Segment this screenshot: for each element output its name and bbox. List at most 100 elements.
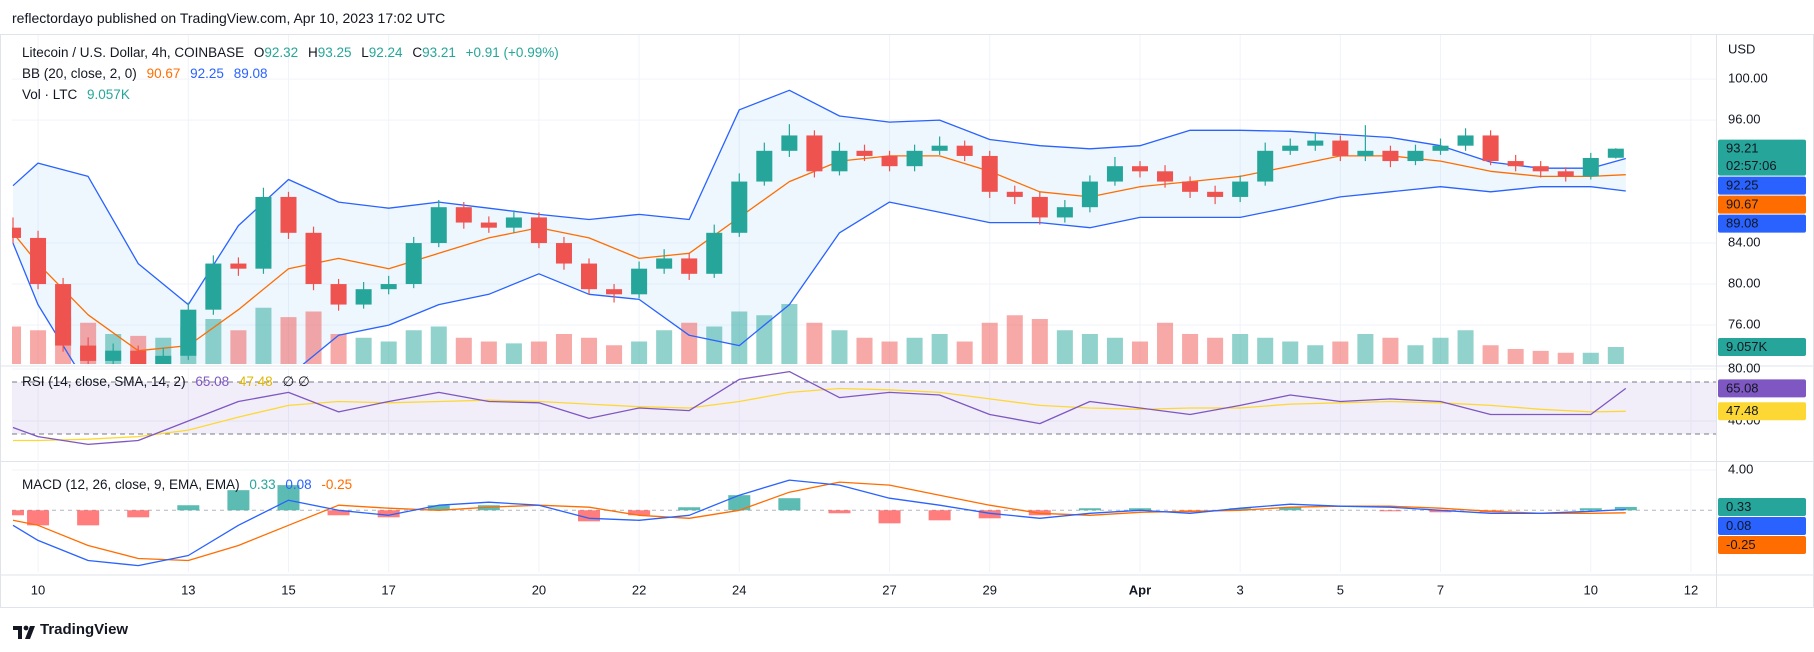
rsi-value: 65.08 [195,374,230,389]
macd-histogram-bar [1078,508,1101,511]
ohlc-value: 93.25 [317,45,352,60]
price-badge-label: 65.08 [1726,380,1759,395]
candle-body [1557,171,1574,177]
volume-bar [1407,345,1424,364]
price-badge [1718,139,1806,176]
macd-histogram-bar [327,510,350,516]
candle-body [1532,166,1549,172]
candle-body [706,232,723,274]
axis-badges: 93.21 02:57:06 92.25 90.67 89.08 9.057K 65.08 4… [1718,139,1806,554]
y-tick-label: 84.00 [1728,234,1761,249]
y-tick-label: 96.00 [1728,112,1761,127]
candle-body [55,284,72,346]
bb-basis-value: 90.67 [146,66,181,81]
macd-histogram-bar [928,510,951,521]
candle-body [1282,145,1299,151]
x-tick-label: 10 [1584,582,1598,597]
macd-histogram-bar [177,505,200,511]
volume-bar [1182,334,1199,364]
macd-histogram-bar [578,510,601,522]
candle-body [380,284,397,290]
bb-title: BB (20, close, 2, 0) [22,66,137,81]
x-tick-label: 12 [1684,582,1698,597]
candle-body [455,207,472,223]
price-change: +0.91 (+0.99%) [465,45,559,60]
macd-histogram-bar [878,510,901,524]
volume-value: 9.057K [87,87,130,102]
macd-histogram-bar [978,510,1001,519]
macd-histogram-bar [427,505,450,511]
ohlc-key: L [361,45,369,60]
candle-body [255,196,272,269]
candle-body [581,263,598,290]
candle-body [831,150,848,172]
volume-bar [480,341,497,364]
ohlc-key: C [412,45,423,60]
volume-bar [455,337,472,364]
volume-bar [1332,341,1349,364]
candle-body [430,207,447,244]
candle-body [1006,191,1023,197]
volume-bar [856,337,873,364]
volume-bar [1432,337,1449,364]
axes: 10 13 15 17 20 22 24 27 29 Apr 3 5 7 10 12 100.00 96.00 8… [31,71,1768,598]
candle-body [1031,196,1048,218]
volume-bar [1457,330,1474,364]
macd-histogram-bar [628,510,651,516]
candle-body [1056,207,1073,218]
publisher-line: reflectordayo published on TradingView.c… [12,10,446,26]
price-badge [1718,379,1806,398]
candle-body [1507,161,1524,167]
candle-body [781,135,798,151]
candle-body [881,155,898,167]
macd-histogram-bar [828,510,851,514]
x-tick-label: 24 [732,582,746,597]
volume-bar [280,317,297,364]
candle-body [1432,145,1449,151]
candle-body [606,289,623,295]
price-badge [1718,176,1806,195]
price-badge-label: -0.25 [1726,537,1756,552]
ohlc-value: 92.32 [264,45,299,60]
candle-body [1482,135,1499,162]
macd-histogram-bar [1229,508,1252,511]
rsi-extra: ∅ ∅ [282,374,310,389]
volume-bar [581,337,598,364]
macd-histogram-bar [778,498,801,511]
price-badge [1718,535,1806,554]
volume-bar [1507,349,1524,364]
macd-histogram-bar [12,510,25,516]
candle-body [205,263,222,310]
footer-logo: TradingView [40,621,129,638]
macd-histogram-bar [1128,508,1151,511]
volume-bar [1056,330,1073,364]
volume-bar [731,311,748,364]
x-tick-label: 29 [982,582,996,597]
volume-bar [1307,345,1324,364]
candle-body [1106,166,1123,182]
price-badge [1718,214,1806,233]
volume-bar [606,345,623,364]
volume-bar [1382,337,1399,364]
volume-bar [1081,334,1098,364]
price-badge-label: 9.057K [1726,339,1768,354]
macd-legend: MACD (12, 26, close, 9, EMA, EMA) 0.33 0… [22,475,358,495]
candle-body [1081,181,1098,208]
axis-unit: USD [1728,41,1755,56]
volume-bar [881,341,898,364]
macd-histogram-bar [27,510,50,526]
y-tick-label: 80.00 [1728,360,1761,375]
candle-body [105,350,122,361]
macd-histogram-bar [377,510,400,518]
candle-body [1257,150,1274,182]
ohlc-key: H [307,45,318,60]
countdown: 02:57:06 [1726,158,1777,173]
rsi-ma-line [13,387,1626,442]
macd-histogram-bar [728,495,751,511]
y-tick-label: 80.00 [1728,275,1761,290]
volume-bar [931,334,948,364]
price-badge [1718,497,1806,516]
volume-bar [255,307,272,364]
volume-bar [806,322,823,364]
